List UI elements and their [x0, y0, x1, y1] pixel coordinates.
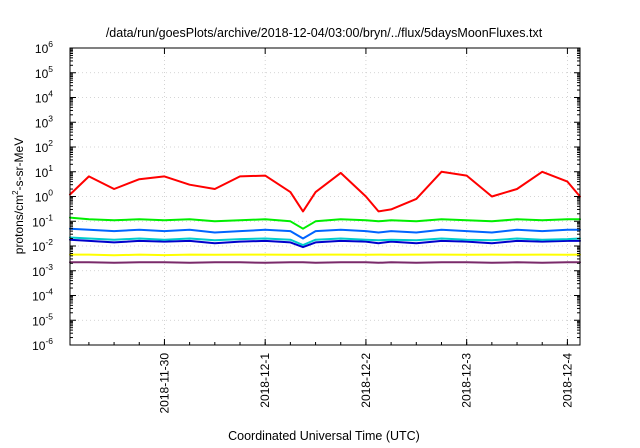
series-line-6: [69, 253, 581, 257]
y-tick-label: 104: [35, 89, 53, 106]
y-tick-label-exponent: -6: [45, 336, 53, 346]
y-tick-label: 10-4: [32, 287, 53, 304]
series-line-4: [69, 236, 581, 246]
series-line-3: [69, 227, 581, 240]
x-tick-label: 2018-12-4: [560, 353, 574, 408]
y-tick-label-base: 10: [32, 265, 46, 279]
y-tick-label-exponent: 2: [48, 138, 53, 148]
y-axis-label-base: protons/cm: [12, 195, 26, 254]
series-line-1: [69, 170, 581, 213]
y-tick-label-exponent: -5: [45, 311, 53, 321]
y-tick-label: 10-2: [32, 237, 53, 254]
y-axis-label-rest: -s-sr-MeV: [12, 138, 26, 191]
y-axis-label-sup: 2: [11, 190, 20, 195]
y-tick-label-base: 10: [32, 314, 46, 328]
y-tick-label-base: 10: [35, 42, 49, 56]
y-tick-label-base: 10: [35, 92, 49, 106]
y-tick-label-exponent: -2: [45, 237, 53, 247]
x-tick-label: 2018-11-30: [157, 353, 171, 414]
x-tick-label: 2018-12-1: [258, 353, 272, 408]
series-line-5: [69, 238, 581, 249]
y-tick-label-exponent: 4: [48, 89, 53, 99]
y-tick-label-exponent: -4: [45, 287, 53, 297]
y-tick-label: 10-5: [32, 311, 53, 328]
y-tick-label-base: 10: [35, 116, 49, 130]
x-tick-label: 2018-12-2: [359, 353, 373, 408]
y-tick-labels: 10-610-510-410-310-210-11001011021031041…: [32, 39, 53, 353]
x-tick-labels: 2018-11-30 2018-12-1 2018-12-2 2018-12-3 201…: [157, 353, 574, 414]
y-tick-label-exponent: 0: [48, 188, 53, 198]
y-tick-label: 10-6: [32, 336, 53, 353]
y-tick-label-exponent: 6: [48, 39, 53, 49]
y-tick-label-base: 10: [32, 290, 46, 304]
y-tick-label: 103: [35, 113, 53, 130]
y-tick-label: 105: [35, 64, 53, 81]
x-axis-label: Coordinated Universal Time (UTC): [228, 429, 420, 443]
y-tick-label-exponent: -1: [45, 212, 53, 222]
series-line-2: [69, 216, 581, 230]
y-tick-label-base: 10: [32, 339, 46, 353]
chart-title: /data/run/goesPlots/archive/2018-12-04/0…: [106, 26, 543, 40]
y-tick-label-exponent: 1: [48, 163, 53, 173]
y-tick-label: 10-1: [32, 212, 53, 229]
y-tick-label-exponent: -3: [45, 262, 53, 272]
y-tick-label-base: 10: [35, 191, 49, 205]
y-tick-label: 106: [35, 39, 53, 56]
y-tick-label-exponent: 3: [48, 113, 53, 123]
x-tick-label: 2018-12-3: [460, 353, 474, 408]
y-tick-label-base: 10: [35, 141, 49, 155]
y-tick-label: 100: [35, 188, 53, 205]
y-tick-label: 102: [35, 138, 53, 155]
ticks: [70, 47, 580, 346]
y-tick-label-base: 10: [32, 240, 46, 254]
y-tick-label-base: 10: [35, 67, 49, 81]
y-tick-label-base: 10: [35, 166, 49, 180]
y-axis-label: protons/cm2-s-sr-MeV: [11, 138, 26, 254]
y-tick-label-base: 10: [32, 215, 46, 229]
series-line-7: [69, 261, 581, 264]
series-group: [69, 170, 581, 264]
y-tick-label: 10-3: [32, 262, 53, 279]
y-tick-label: 101: [35, 163, 53, 180]
y-tick-label-exponent: 5: [48, 64, 53, 74]
